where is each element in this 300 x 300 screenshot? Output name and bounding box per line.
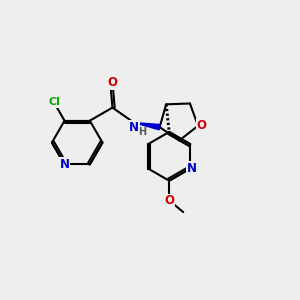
Text: N: N: [59, 158, 70, 171]
Text: N: N: [129, 121, 139, 134]
Text: Cl: Cl: [49, 97, 61, 107]
Text: H: H: [138, 127, 146, 136]
Text: N: N: [187, 162, 197, 175]
Text: O: O: [165, 194, 175, 207]
Text: O: O: [196, 119, 207, 132]
Polygon shape: [134, 123, 160, 130]
Text: O: O: [107, 76, 117, 89]
